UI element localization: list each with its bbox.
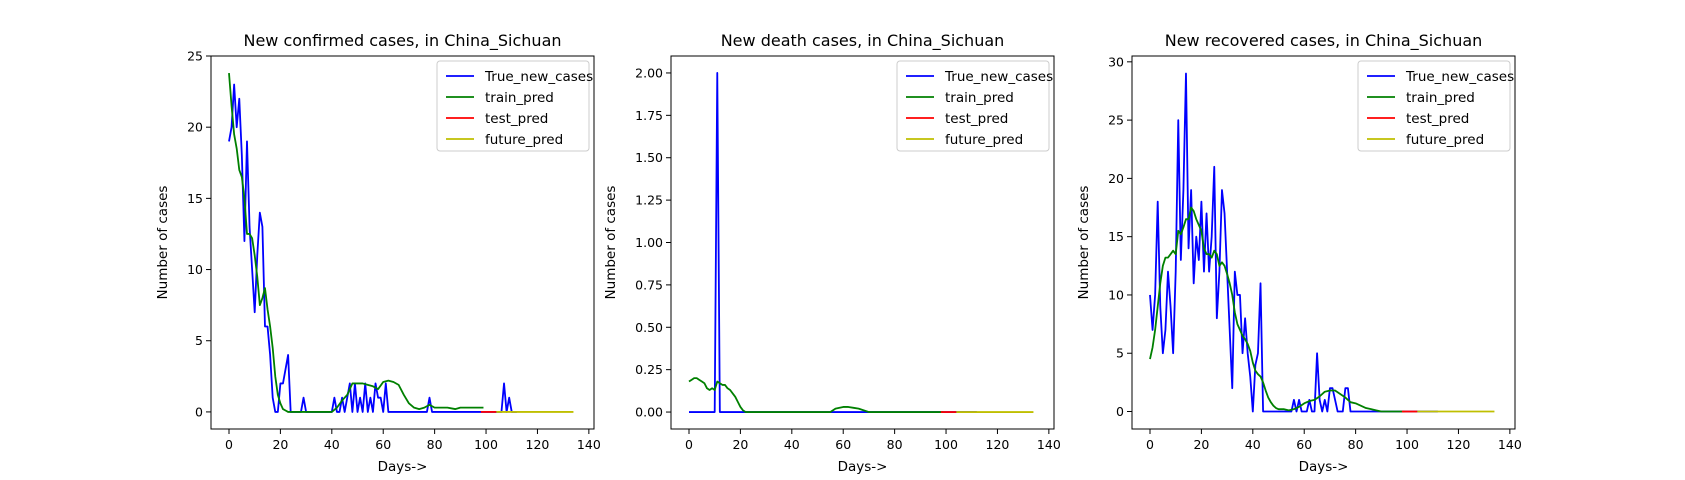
series-line-train-pred bbox=[228, 73, 484, 413]
series-group bbox=[688, 72, 1034, 413]
x-tick-label: 140 bbox=[577, 437, 601, 452]
x-axis-label: Days-> bbox=[1299, 459, 1349, 475]
y-tick-label: 5 bbox=[195, 333, 203, 348]
y-tick-label: 10 bbox=[187, 262, 203, 277]
chart-panel-3: 0 20 40 60 80 100 120 140 0 5 10 15 20 25 30 New recove… bbox=[1076, 31, 1522, 475]
x-tick-label: 100 bbox=[1395, 437, 1419, 452]
series-line-train-pred bbox=[1149, 206, 1405, 413]
y-tick-label: 5 bbox=[1116, 346, 1124, 361]
axes-frame bbox=[210, 55, 595, 430]
chart-panel-2: 0 20 40 60 80 100 120 140 0.00 0.25 0.50 0.75 1.00 1.… bbox=[603, 31, 1061, 475]
y-axis-label: Number of cases bbox=[1076, 186, 1092, 300]
series-line-train-pred bbox=[688, 377, 944, 413]
x-tick-label: 120 bbox=[526, 437, 550, 452]
x-tick-label: 100 bbox=[934, 437, 958, 452]
x-tick-label: 60 bbox=[375, 437, 391, 452]
x-tick-label: 40 bbox=[1245, 437, 1261, 452]
y-tick-label: 0.00 bbox=[635, 405, 663, 420]
y-tick-label: 20 bbox=[1108, 171, 1124, 186]
legend-label-test-pred: test_pred bbox=[485, 111, 548, 127]
x-tick-label: 0 bbox=[225, 437, 233, 452]
legend-box bbox=[436, 60, 590, 152]
x-tick-label: 120 bbox=[1447, 437, 1471, 452]
y-tick-label: 30 bbox=[1108, 54, 1124, 69]
y-tick-label: 20 bbox=[187, 120, 203, 135]
x-tick-label: 40 bbox=[784, 437, 800, 452]
y-tick-label: 1.00 bbox=[635, 235, 663, 250]
x-tick-label: 60 bbox=[835, 437, 851, 452]
x-tick-label: 140 bbox=[1037, 437, 1061, 452]
chart-title: New confirmed cases, in China_Sichuan bbox=[243, 31, 561, 51]
series-group bbox=[1149, 72, 1495, 413]
legend-label-future-pred: future_pred bbox=[1406, 132, 1484, 148]
legend-label-future-pred: future_pred bbox=[945, 132, 1023, 148]
legend-label-future-pred: future_pred bbox=[485, 132, 563, 148]
legend-label-train-pred: train_pred bbox=[485, 90, 554, 106]
x-tick-label: 0 bbox=[1146, 437, 1154, 452]
x-tick-label: 80 bbox=[887, 437, 903, 452]
legend-label-train-pred: train_pred bbox=[945, 90, 1014, 106]
y-tick-label: 25 bbox=[187, 49, 203, 64]
x-tick-label: 120 bbox=[986, 437, 1010, 452]
axes-frame bbox=[1131, 55, 1516, 430]
x-axis-label: Days-> bbox=[838, 459, 888, 475]
legend-box bbox=[896, 60, 1050, 152]
series-line-true-new-cases bbox=[1149, 72, 1438, 413]
chart-title: New death cases, in China_Sichuan bbox=[721, 31, 1005, 51]
y-tick-label: 25 bbox=[1108, 113, 1124, 128]
x-tick-label: 20 bbox=[732, 437, 748, 452]
series-group bbox=[228, 73, 574, 413]
legend: True_new_cases train_pred test_pred future_… bbox=[436, 60, 593, 152]
legend-box bbox=[1357, 60, 1511, 152]
x-tick-label: 20 bbox=[272, 437, 288, 452]
legend-label-true-new-cases: True_new_cases bbox=[484, 69, 593, 85]
legend-label-test-pred: test_pred bbox=[1406, 111, 1469, 127]
y-axis-label: Number of cases bbox=[155, 186, 171, 300]
legend-label-train-pred: train_pred bbox=[1406, 90, 1475, 106]
x-tick-label: 0 bbox=[685, 437, 693, 452]
x-tick-label: 80 bbox=[427, 437, 443, 452]
legend-label-true-new-cases: True_new_cases bbox=[1405, 69, 1514, 85]
legend: True_new_cases train_pred test_pred future_… bbox=[896, 60, 1053, 152]
x-tick-label: 20 bbox=[1193, 437, 1209, 452]
y-tick-label: 1.25 bbox=[635, 193, 663, 208]
chart-title: New recovered cases, in China_Sichuan bbox=[1165, 31, 1483, 51]
y-tick-label: 0.50 bbox=[635, 320, 663, 335]
y-tick-label: 2.00 bbox=[635, 65, 663, 80]
x-axis-label: Days-> bbox=[378, 459, 428, 475]
legend-label-true-new-cases: True_new_cases bbox=[944, 69, 1053, 85]
legend-label-test-pred: test_pred bbox=[945, 111, 1008, 127]
chart-panel-1: 0 20 40 60 80 100 120 140 0 5 10 15 20 25 New confirme… bbox=[155, 31, 601, 475]
legend: True_new_cases train_pred test_pred future_… bbox=[1357, 60, 1514, 152]
y-tick-label: 1.50 bbox=[635, 150, 663, 165]
x-tick-label: 40 bbox=[324, 437, 340, 452]
y-tick-label: 0.75 bbox=[635, 277, 663, 292]
x-tick-label: 100 bbox=[474, 437, 498, 452]
y-axis-label: Number of cases bbox=[603, 186, 619, 300]
x-tick-label: 80 bbox=[1348, 437, 1364, 452]
y-tick-label: 15 bbox=[1108, 229, 1124, 244]
y-tick-label: 0.25 bbox=[635, 362, 663, 377]
y-tick-label: 15 bbox=[187, 191, 203, 206]
y-tick-label: 0 bbox=[195, 404, 203, 419]
x-tick-label: 60 bbox=[1296, 437, 1312, 452]
x-tick-label: 140 bbox=[1498, 437, 1522, 452]
y-tick-label: 10 bbox=[1108, 287, 1124, 302]
y-tick-label: 1.75 bbox=[635, 108, 663, 123]
y-tick-label: 0 bbox=[1116, 404, 1124, 419]
